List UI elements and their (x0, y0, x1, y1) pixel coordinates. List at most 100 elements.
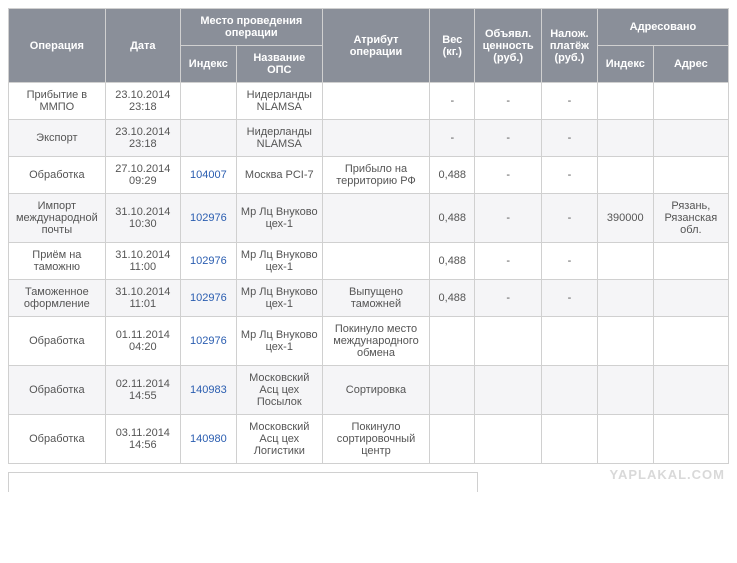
cell-ops: Нидерланды NLAMSA (236, 120, 322, 157)
cell-date: 31.10.2014 10:30 (105, 194, 180, 243)
cell-aidx (597, 366, 653, 415)
cell-val: - (475, 243, 542, 280)
cell-op: Приём на таможню (9, 243, 106, 280)
tracking-table: Операция Дата Место проведения операции … (8, 8, 729, 464)
cell-addr: Рязань, Рязанская обл. (653, 194, 728, 243)
cell-idx: 102976 (180, 280, 236, 317)
cell-date: 23.10.2014 23:18 (105, 120, 180, 157)
cell-wt: 0,488 (430, 194, 475, 243)
cell-date: 03.11.2014 14:56 (105, 415, 180, 464)
cell-aidx (597, 243, 653, 280)
cell-op: Обработка (9, 317, 106, 366)
th-date: Дата (105, 9, 180, 83)
cell-wt: 0,488 (430, 243, 475, 280)
cell-wt (430, 317, 475, 366)
th-place-name: Название ОПС (236, 46, 322, 83)
cell-addr (653, 317, 728, 366)
cell-date: 31.10.2014 11:01 (105, 280, 180, 317)
cell-date: 01.11.2014 04:20 (105, 317, 180, 366)
cell-val: - (475, 83, 542, 120)
cell-ops: Нидерланды NLAMSA (236, 83, 322, 120)
cell-aidx (597, 415, 653, 464)
table-row: Прибытие в ММПО23.10.2014 23:18 Нидерланд… (9, 83, 729, 120)
cell-idx: 102976 (180, 243, 236, 280)
cell-wt: 0,488 (430, 280, 475, 317)
th-addr-address: Адрес (653, 46, 728, 83)
cell-wt (430, 415, 475, 464)
cell-val (475, 317, 542, 366)
cell-attr: Прибыло на территорию РФ (322, 157, 429, 194)
table-row: Импорт международной почты31.10.2014 10:… (9, 194, 729, 243)
cell-pay: - (541, 83, 597, 120)
cell-addr (653, 415, 728, 464)
cell-ops: Москва PCI-7 (236, 157, 322, 194)
cell-attr: Сортировка (322, 366, 429, 415)
cell-idx: 102976 (180, 317, 236, 366)
th-attribute: Атрибут операции (322, 9, 429, 83)
cell-op: Обработка (9, 415, 106, 464)
cell-val: - (475, 194, 542, 243)
table-row: Обработка03.11.2014 14:56140980Московски… (9, 415, 729, 464)
table-header: Операция Дата Место проведения операции … (9, 9, 729, 83)
cell-op: Импорт международной почты (9, 194, 106, 243)
cell-ops: Московский Асц цех Посылок (236, 366, 322, 415)
cell-op: Обработка (9, 157, 106, 194)
cell-pay: - (541, 120, 597, 157)
table-row: Обработка27.10.2014 09:29104007Москва PC… (9, 157, 729, 194)
cell-idx: 140983 (180, 366, 236, 415)
cell-op: Экспорт (9, 120, 106, 157)
th-addressed-group: Адресовано (597, 9, 728, 46)
cell-idx (180, 83, 236, 120)
cell-pay (541, 317, 597, 366)
table-row: Экспорт23.10.2014 23:18 Нидерланды NLAMSA… (9, 120, 729, 157)
th-cod: Налож. платёж (руб.) (541, 9, 597, 83)
cell-pay (541, 366, 597, 415)
cell-pay (541, 415, 597, 464)
cell-aidx (597, 280, 653, 317)
cell-pay: - (541, 280, 597, 317)
th-operation: Операция (9, 9, 106, 83)
cell-ops: Мр Лц Внуково цех-1 (236, 243, 322, 280)
cell-attr (322, 243, 429, 280)
cell-pay: - (541, 157, 597, 194)
cell-ops: Мр Лц Внуково цех-1 (236, 280, 322, 317)
bottom-strip (8, 472, 478, 492)
cell-aidx (597, 120, 653, 157)
cell-attr (322, 194, 429, 243)
watermark-text: YAPLAKAL.COM (609, 467, 725, 482)
cell-wt: - (430, 120, 475, 157)
th-place-index: Индекс (180, 46, 236, 83)
cell-addr (653, 83, 728, 120)
th-declared-value: Объявл. ценность (руб.) (475, 9, 542, 83)
cell-addr (653, 243, 728, 280)
cell-ops: Московский Асц цех Логистики (236, 415, 322, 464)
cell-addr (653, 120, 728, 157)
cell-attr (322, 83, 429, 120)
cell-aidx (597, 317, 653, 366)
cell-wt (430, 366, 475, 415)
cell-attr (322, 120, 429, 157)
table-body: Прибытие в ММПО23.10.2014 23:18 Нидерланд… (9, 83, 729, 464)
cell-addr (653, 366, 728, 415)
cell-wt: 0,488 (430, 157, 475, 194)
cell-val: - (475, 120, 542, 157)
table-row: Обработка02.11.2014 14:55140983Московски… (9, 366, 729, 415)
cell-aidx (597, 83, 653, 120)
cell-idx: 104007 (180, 157, 236, 194)
cell-idx (180, 120, 236, 157)
cell-date: 23.10.2014 23:18 (105, 83, 180, 120)
cell-addr (653, 280, 728, 317)
cell-date: 31.10.2014 11:00 (105, 243, 180, 280)
cell-date: 02.11.2014 14:55 (105, 366, 180, 415)
th-weight: Вес (кг.) (430, 9, 475, 83)
cell-op: Прибытие в ММПО (9, 83, 106, 120)
cell-val: - (475, 280, 542, 317)
cell-aidx: 390000 (597, 194, 653, 243)
table-row: Таможенное оформление31.10.2014 11:01102… (9, 280, 729, 317)
cell-val (475, 415, 542, 464)
table-row: Приём на таможню31.10.2014 11:00102976Мр… (9, 243, 729, 280)
cell-ops: Мр Лц Внуково цех-1 (236, 194, 322, 243)
cell-pay: - (541, 243, 597, 280)
cell-idx: 102976 (180, 194, 236, 243)
th-place-group: Место проведения операции (180, 9, 322, 46)
